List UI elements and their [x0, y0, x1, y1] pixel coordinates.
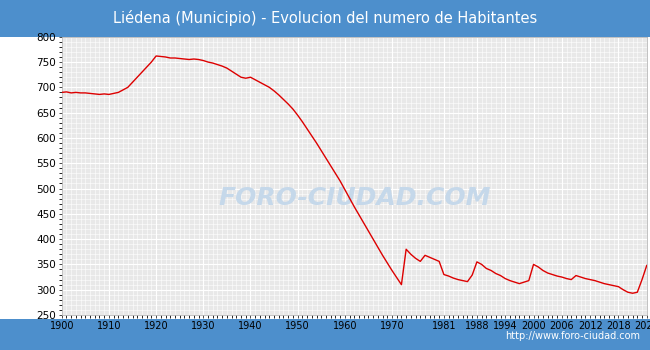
- Text: FORO-CIUDAD.COM: FORO-CIUDAD.COM: [218, 186, 491, 210]
- Text: Liédena (Municipio) - Evolucion del numero de Habitantes: Liédena (Municipio) - Evolucion del nume…: [113, 10, 537, 26]
- Text: http://www.foro-ciudad.com: http://www.foro-ciudad.com: [505, 331, 640, 341]
